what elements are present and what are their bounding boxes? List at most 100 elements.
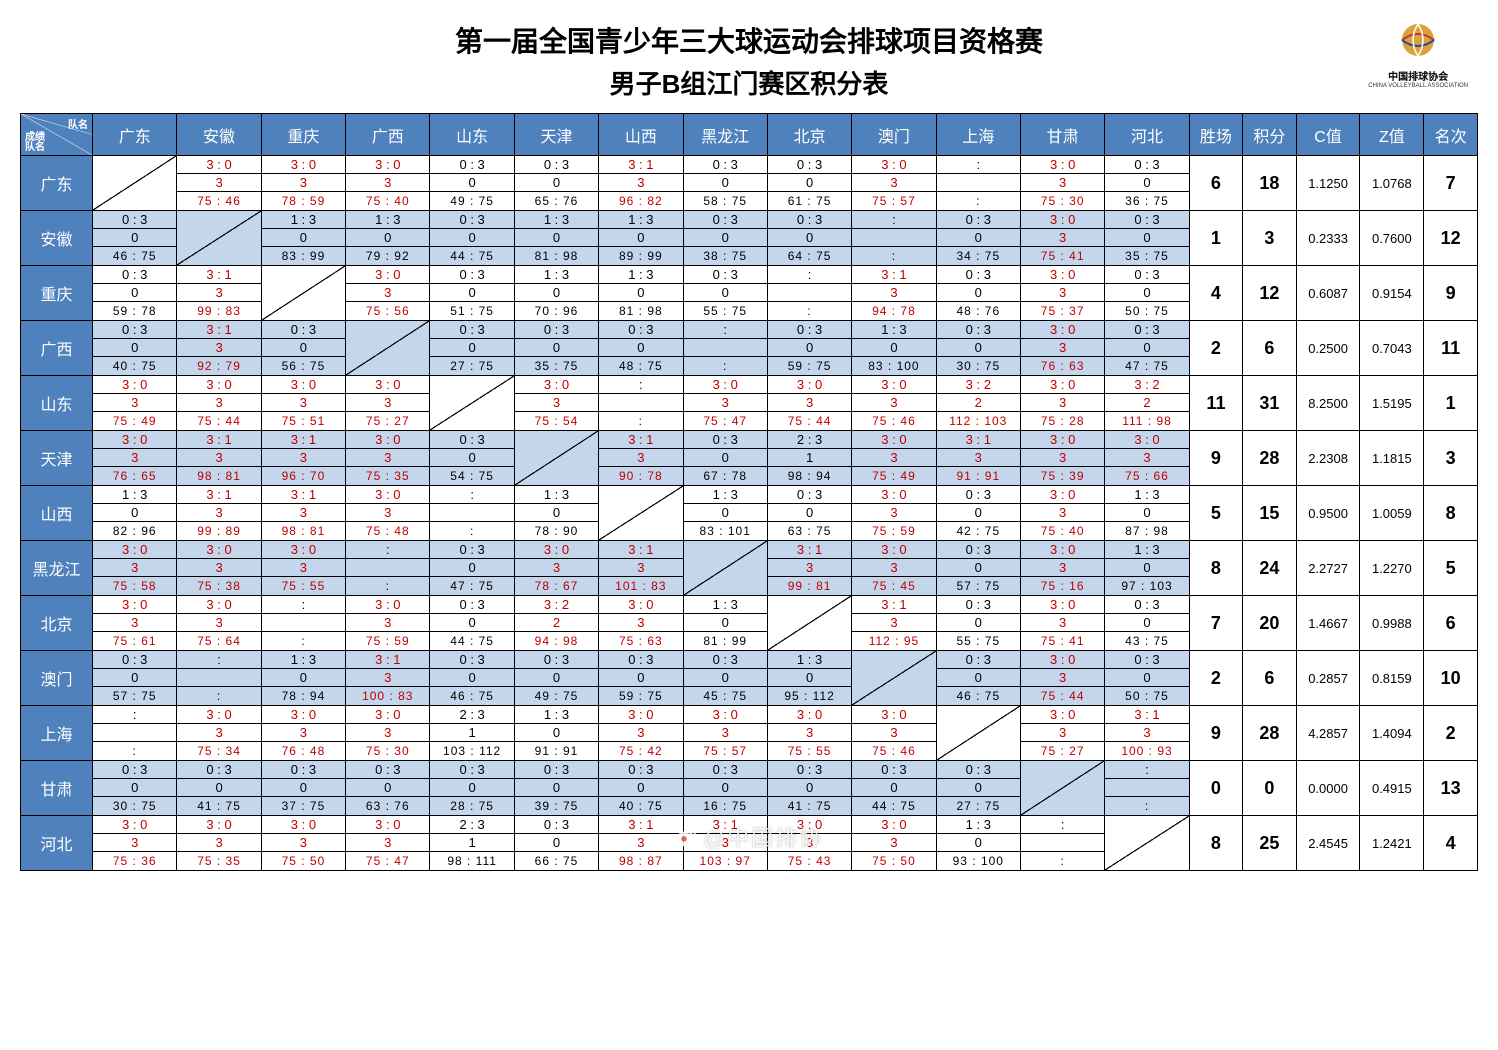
row-header-team: 天津 (21, 431, 93, 486)
match-sets: 3 : 0 (1021, 486, 1104, 504)
match-cell: 1 : 3083 : 101 (683, 486, 767, 541)
match-sets: 1 : 3 (515, 486, 598, 504)
match-sets: 0 : 3 (430, 761, 513, 779)
stat-c: 4.2857 (1296, 706, 1360, 761)
diagonal-cell (1105, 816, 1189, 871)
match-total: 92 : 79 (177, 357, 260, 375)
match-points: 3 (346, 174, 429, 192)
match-sets: 3 : 0 (852, 541, 935, 559)
match-total: 75 : 35 (177, 852, 260, 870)
stat-c: 0.0000 (1296, 761, 1360, 816)
match-sets: 3 : 0 (1021, 211, 1104, 229)
match-cell: 0 : 3036 : 75 (1105, 156, 1189, 211)
match-points: 3 (1021, 229, 1104, 247)
row-header-team: 上海 (21, 706, 93, 761)
match-points: 0 (937, 339, 1020, 357)
logo-subtext: CHINA VOLLEYBALL ASSOCIATION (1368, 83, 1468, 89)
match-cell: :: (852, 211, 936, 266)
match-cell: 0 : 3059 : 75 (599, 651, 683, 706)
match-cell: 3 : 13100 : 83 (346, 651, 430, 706)
match-total: 78 : 59 (262, 192, 345, 210)
match-points: 0 (93, 284, 176, 302)
match-points (1105, 779, 1188, 797)
match-cell: 3 : 0378 : 59 (261, 156, 345, 211)
match-points: 2 (1105, 394, 1188, 412)
match-total: : (937, 192, 1020, 210)
match-sets: 1 : 3 (599, 266, 682, 284)
col-header-team: 山西 (599, 114, 683, 156)
stat-wins: 1 (1189, 211, 1243, 266)
match-cell: 0 : 3051 : 75 (430, 266, 514, 321)
match-total: : (177, 687, 260, 705)
match-total: 81 : 98 (515, 247, 598, 265)
match-total: 59 : 75 (768, 357, 851, 375)
match-cell: 3 : 1399 : 89 (177, 486, 261, 541)
stat-wins: 8 (1189, 816, 1243, 871)
match-cell: 0 : 3048 : 75 (599, 321, 683, 376)
match-points: 3 (768, 394, 851, 412)
stat-c: 0.2333 (1296, 211, 1360, 266)
match-points: 3 (852, 834, 935, 852)
match-total: 99 : 81 (768, 577, 851, 595)
match-sets: 3 : 0 (346, 816, 429, 834)
match-total: 75 : 61 (93, 632, 176, 650)
match-points: 3 (684, 834, 767, 852)
match-sets: 3 : 0 (177, 541, 260, 559)
table-row: 安徽0 : 3046 : 751 : 3083 : 991 : 3079 : 9… (21, 211, 1478, 266)
match-total: : (1021, 852, 1104, 870)
match-cell: 3 : 0375 : 34 (177, 706, 261, 761)
col-header-team: 山东 (430, 114, 514, 156)
match-total: 75 : 51 (262, 412, 345, 430)
match-points: 0 (1105, 559, 1188, 577)
match-total: 40 : 75 (599, 797, 682, 815)
col-header-team: 河北 (1105, 114, 1189, 156)
stat-wins: 2 (1189, 321, 1243, 376)
match-total: : (430, 522, 513, 540)
match-points: 0 (1105, 229, 1188, 247)
match-cell: 3 : 0375 : 40 (1020, 486, 1104, 541)
match-cell: 3 : 0375 : 44 (177, 376, 261, 431)
stat-wins: 2 (1189, 651, 1243, 706)
col-header-team: 黑龙江 (683, 114, 767, 156)
match-sets: 3 : 1 (262, 431, 345, 449)
stat-rank: 11 (1424, 321, 1478, 376)
match-cell: 0 : 3054 : 75 (430, 431, 514, 486)
match-total: 46 : 75 (430, 687, 513, 705)
col-header-team: 北京 (767, 114, 851, 156)
match-cell: 1 : 3093 : 100 (936, 816, 1020, 871)
match-points (93, 724, 176, 742)
match-total: 35 : 75 (515, 357, 598, 375)
match-sets: 3 : 1 (599, 541, 682, 559)
match-points: 3 (599, 449, 682, 467)
match-sets: 3 : 0 (684, 376, 767, 394)
match-cell: 0 : 3046 : 75 (93, 211, 177, 266)
match-sets: 0 : 3 (93, 266, 176, 284)
match-points: 3 (262, 394, 345, 412)
match-points: 0 (1105, 339, 1188, 357)
match-cell: 3 : 1398 : 87 (599, 816, 683, 871)
match-total: 65 : 76 (515, 192, 598, 210)
match-points: 3 (177, 724, 260, 742)
match-total: 96 : 70 (262, 467, 345, 485)
match-cell: 0 : 3047 : 75 (430, 541, 514, 596)
match-points: 3 (93, 834, 176, 852)
match-points: 0 (684, 614, 767, 632)
table-row: 广西0 : 3040 : 753 : 1392 : 790 : 3056 : 7… (21, 321, 1478, 376)
match-cell: 3 : 0375 : 46 (852, 706, 936, 761)
stat-wins: 11 (1189, 376, 1243, 431)
match-sets: 3 : 0 (177, 816, 260, 834)
match-sets: 3 : 1 (768, 541, 851, 559)
match-cell: 1 : 3083 : 99 (261, 211, 345, 266)
match-sets: 0 : 3 (1105, 321, 1188, 339)
match-cell: :: (346, 541, 430, 596)
match-cell: 0 : 3050 : 75 (1105, 651, 1189, 706)
match-total: 75 : 47 (684, 412, 767, 430)
stat-rank: 3 (1424, 431, 1478, 486)
match-cell: 1 : 3078 : 94 (261, 651, 345, 706)
match-total: 61 : 75 (768, 192, 851, 210)
match-sets: 1 : 3 (1105, 541, 1188, 559)
match-sets: 1 : 3 (515, 211, 598, 229)
match-total: 83 : 101 (684, 522, 767, 540)
stat-c: 8.2500 (1296, 376, 1360, 431)
match-sets: 0 : 3 (852, 761, 935, 779)
